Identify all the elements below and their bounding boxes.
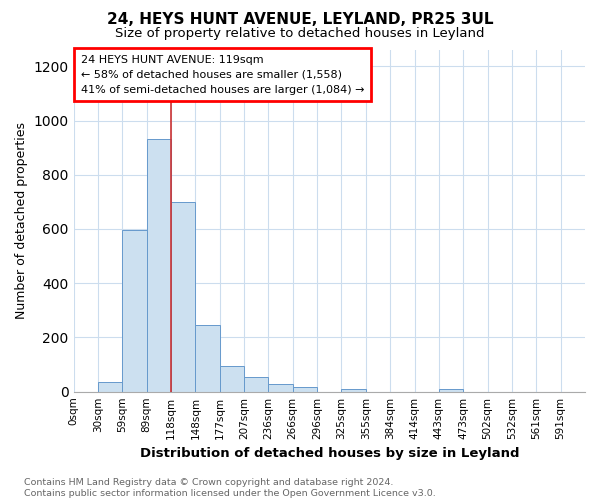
Bar bbox=[293, 387, 317, 392]
Text: 24 HEYS HUNT AVENUE: 119sqm
← 58% of detached houses are smaller (1,558)
41% of : 24 HEYS HUNT AVENUE: 119sqm ← 58% of det… bbox=[81, 55, 364, 94]
Bar bbox=[146, 140, 171, 392]
Bar bbox=[98, 382, 122, 392]
Bar bbox=[196, 325, 220, 392]
Y-axis label: Number of detached properties: Number of detached properties bbox=[15, 122, 28, 320]
Text: 24, HEYS HUNT AVENUE, LEYLAND, PR25 3UL: 24, HEYS HUNT AVENUE, LEYLAND, PR25 3UL bbox=[107, 12, 493, 28]
Bar bbox=[220, 366, 244, 392]
Bar bbox=[439, 389, 463, 392]
Bar bbox=[341, 389, 366, 392]
Bar bbox=[268, 384, 293, 392]
Text: Size of property relative to detached houses in Leyland: Size of property relative to detached ho… bbox=[115, 28, 485, 40]
Bar bbox=[171, 202, 196, 392]
X-axis label: Distribution of detached houses by size in Leyland: Distribution of detached houses by size … bbox=[140, 447, 519, 460]
Text: Contains HM Land Registry data © Crown copyright and database right 2024.
Contai: Contains HM Land Registry data © Crown c… bbox=[24, 478, 436, 498]
Bar bbox=[244, 377, 268, 392]
Bar bbox=[122, 230, 146, 392]
